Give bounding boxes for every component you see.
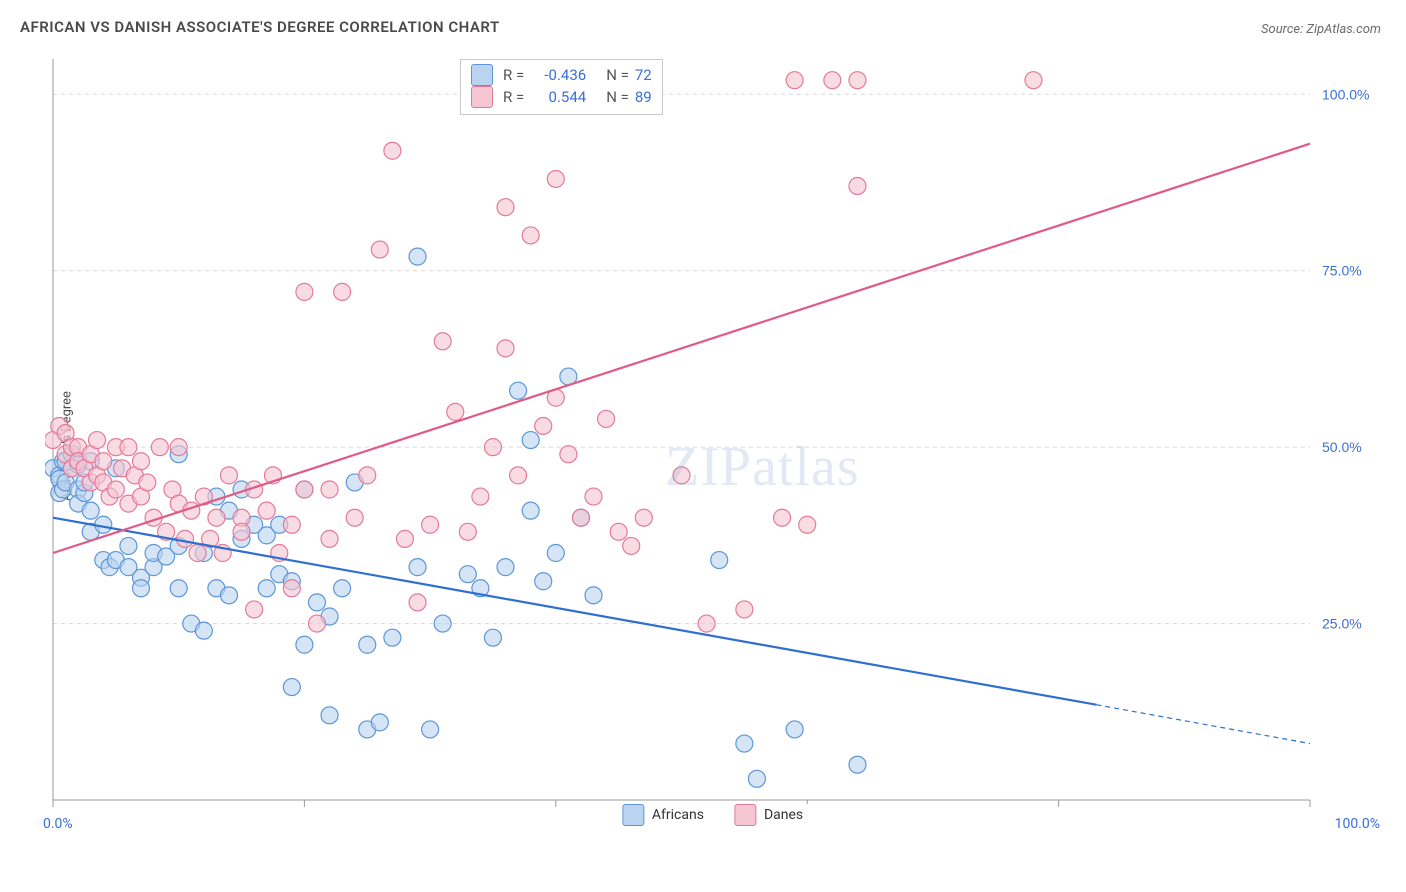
scatter-chart: 25.0% 50.0% 75.0% 100.0%	[45, 55, 1380, 830]
x-tick-0: 0.0%	[43, 816, 73, 832]
x-tick-100: 100.0%	[1335, 816, 1380, 832]
legend-item-danes: Danes	[734, 804, 803, 826]
swatch-danes	[734, 804, 756, 826]
swatch-africans	[622, 804, 644, 826]
chart-title: AFRICAN VS DANISH ASSOCIATE'S DEGREE COR…	[20, 18, 500, 36]
svg-text:25.0%: 25.0%	[1322, 616, 1362, 632]
series-legend: Africans Danes	[616, 804, 809, 826]
svg-text:100.0%: 100.0%	[1322, 86, 1369, 102]
correlation-legend: R =-0.436N =72R =0.544N =89	[460, 59, 663, 115]
svg-text:75.0%: 75.0%	[1322, 263, 1362, 279]
svg-text:50.0%: 50.0%	[1322, 439, 1362, 455]
legend-label-africans: Africans	[652, 807, 704, 823]
source-attribution: Source: ZipAtlas.com	[1261, 22, 1381, 37]
legend-item-africans: Africans	[622, 804, 704, 826]
plot-area: 25.0%50.0%75.0%100.0% ZIPatlas R =-0.436…	[45, 55, 1380, 830]
legend-label-danes: Danes	[764, 807, 803, 823]
